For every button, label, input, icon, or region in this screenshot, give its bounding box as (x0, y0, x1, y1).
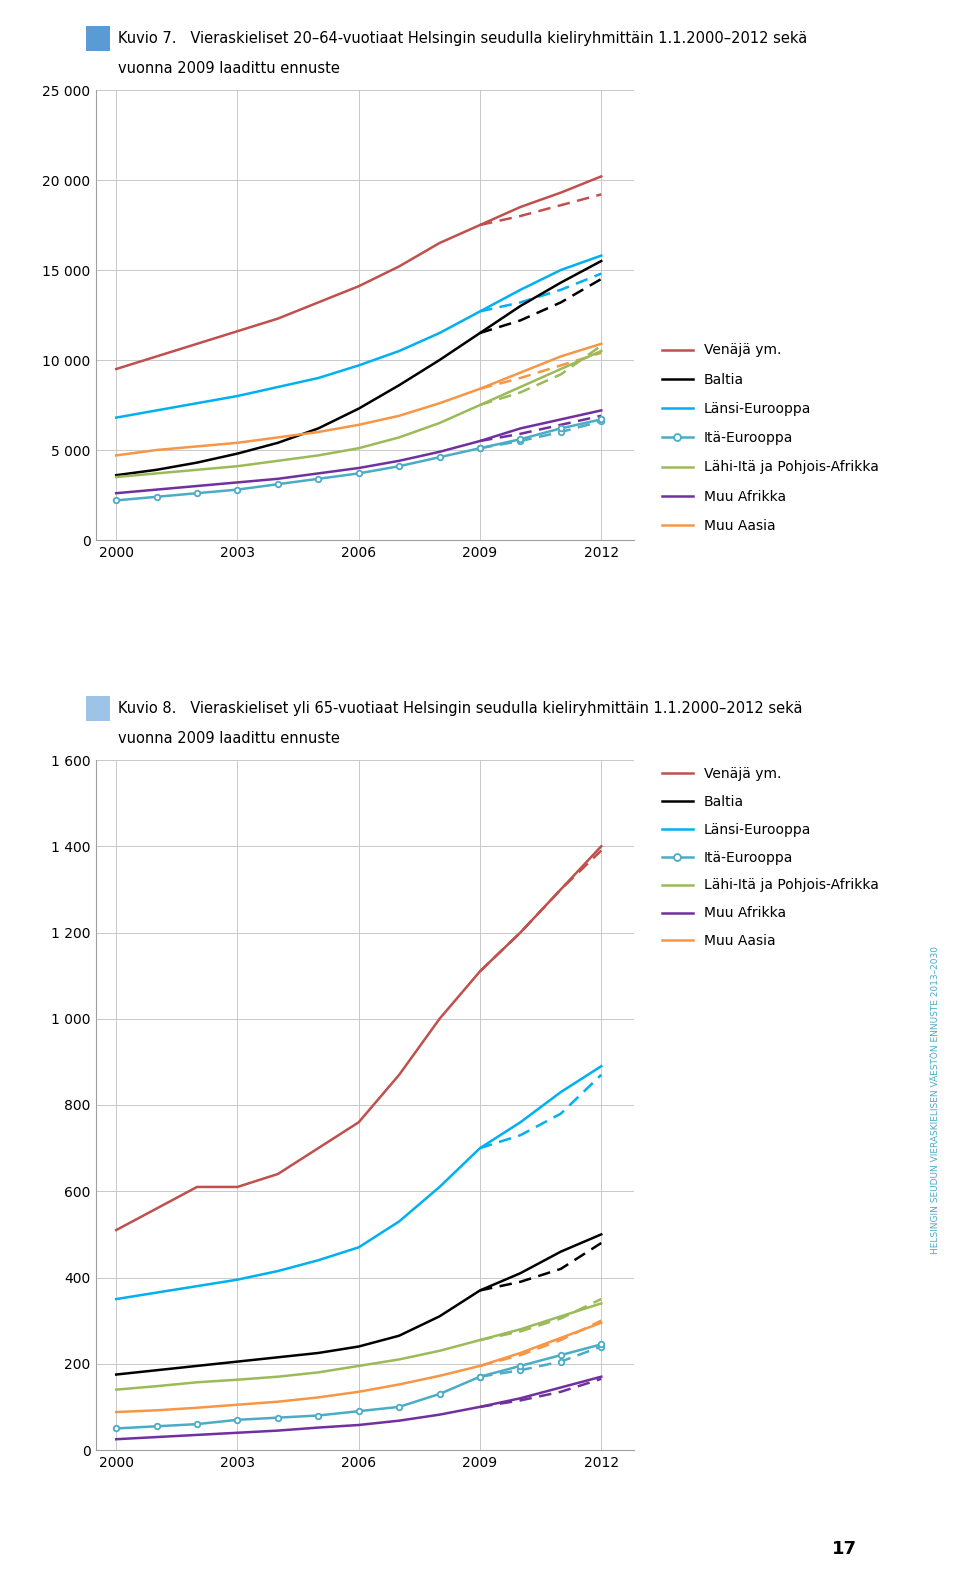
Text: HELSINGIN SEUDUN VIERASKIELISEN VÄESTÖN ENNUSTE 2013–2030: HELSINGIN SEUDUN VIERASKIELISEN VÄESTÖN … (931, 946, 941, 1254)
Legend: Venäjä ym., Baltia, Länsi-Eurooppa, Itä-Eurooppa, Lähi-Itä ja Pohjois-Afrikka, M: Venäjä ym., Baltia, Länsi-Eurooppa, Itä-… (662, 344, 878, 533)
Text: vuonna 2009 laadittu ennuste: vuonna 2009 laadittu ennuste (118, 61, 340, 75)
Text: Kuvio 8.   Vieraskieliset yli 65-vuotiaat Helsingin seudulla kieliryhmittäin 1.1: Kuvio 8. Vieraskieliset yli 65-vuotiaat … (118, 701, 803, 716)
Text: vuonna 2009 laadittu ennuste: vuonna 2009 laadittu ennuste (118, 731, 340, 746)
Text: Kuvio 7.   Vieraskieliset 20–64-vuotiaat Helsingin seudulla kieliryhmittäin 1.1.: Kuvio 7. Vieraskieliset 20–64-vuotiaat H… (118, 31, 807, 46)
Legend: Venäjä ym., Baltia, Länsi-Eurooppa, Itä-Eurooppa, Lähi-Itä ja Pohjois-Afrikka, M: Venäjä ym., Baltia, Länsi-Eurooppa, Itä-… (662, 767, 878, 949)
Text: 17: 17 (832, 1541, 857, 1558)
